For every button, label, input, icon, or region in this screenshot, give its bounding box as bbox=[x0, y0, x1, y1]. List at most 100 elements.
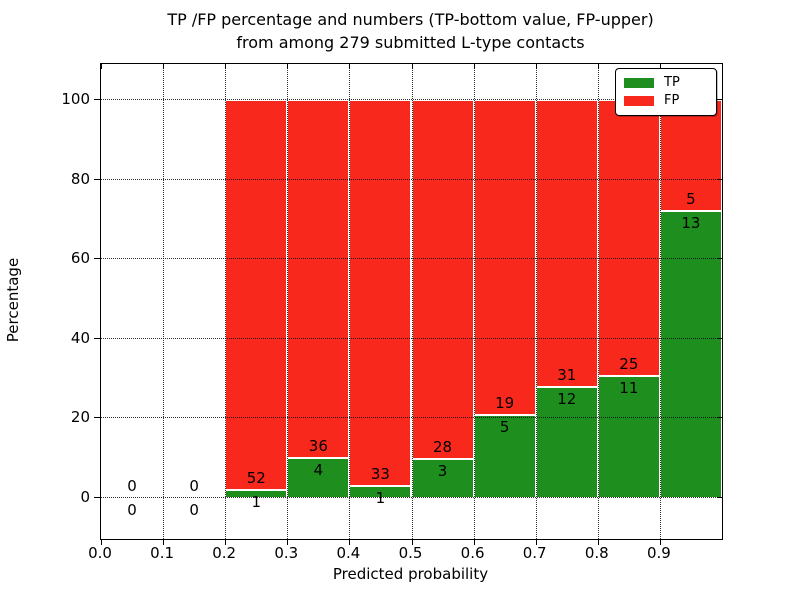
x-tick bbox=[287, 539, 289, 545]
x-gridline bbox=[411, 64, 413, 539]
x-tick-label: 0.6 bbox=[460, 544, 485, 562]
bar-count-fp: 33 bbox=[370, 465, 390, 484]
x-gridline bbox=[473, 64, 475, 539]
legend: TP FP bbox=[615, 68, 717, 116]
x-tick bbox=[411, 539, 413, 545]
legend-label-tp: TP bbox=[664, 75, 680, 90]
y-tick-label: 100 bbox=[61, 90, 90, 108]
legend-swatch-fp bbox=[624, 96, 654, 106]
x-tick-inner bbox=[473, 64, 475, 69]
x-gridline bbox=[225, 64, 227, 539]
y-tick-inner bbox=[717, 178, 722, 180]
bar-count-tp: 0 bbox=[189, 501, 199, 519]
y-tick-label: 40 bbox=[70, 328, 90, 347]
bar-count-fp: 28 bbox=[433, 438, 453, 457]
x-tick-label: 0.2 bbox=[212, 544, 237, 562]
bar-segment-fp bbox=[287, 100, 350, 459]
y-tick-inner bbox=[717, 417, 722, 419]
y-tick bbox=[94, 258, 100, 260]
x-tick-label: 0.9 bbox=[646, 544, 671, 562]
y-tick-inner bbox=[717, 99, 722, 100]
x-tick bbox=[101, 539, 102, 545]
x-axis-label: Predicted probability bbox=[332, 565, 489, 583]
bar-count-tp: 0 bbox=[127, 501, 137, 519]
y-tick-label: 0 bbox=[80, 488, 90, 506]
x-tick bbox=[473, 539, 475, 545]
x-tick bbox=[535, 539, 537, 545]
legend-label-fp: FP bbox=[664, 93, 680, 108]
bar-segment-tp bbox=[411, 459, 474, 498]
y-tick-inner bbox=[717, 337, 722, 339]
x-tick-label: 0.0 bbox=[88, 544, 112, 562]
bar-segment-tp bbox=[473, 415, 536, 498]
bar-count-fp: 19 bbox=[495, 394, 515, 413]
chart-title-line1: TP /FP percentage and numbers (TP-bottom… bbox=[167, 10, 654, 29]
x-gridline bbox=[163, 64, 165, 539]
bar-count-tp: 13 bbox=[681, 213, 701, 232]
x-tick-label: 0.8 bbox=[584, 544, 609, 562]
x-tick-label: 0.1 bbox=[150, 544, 175, 562]
x-tick bbox=[659, 539, 661, 545]
x-tick-inner bbox=[535, 64, 537, 69]
x-tick-inner bbox=[225, 64, 227, 69]
bar-count-fp: 25 bbox=[619, 355, 639, 374]
bar-count-tp: 3 bbox=[437, 462, 448, 481]
x-gridline bbox=[349, 64, 351, 539]
y-tick bbox=[94, 497, 100, 498]
bar-count-fp: 0 bbox=[127, 477, 137, 495]
x-gridline bbox=[659, 64, 661, 539]
y-tick bbox=[94, 417, 100, 419]
y-tick-inner bbox=[717, 258, 722, 260]
x-tick-label: 0.7 bbox=[522, 544, 547, 562]
y-tick bbox=[94, 99, 100, 100]
bar-count-fp: 0 bbox=[189, 477, 199, 495]
bar-count-tp: 11 bbox=[619, 379, 639, 398]
x-tick-inner bbox=[163, 64, 165, 69]
x-gridline bbox=[535, 64, 537, 539]
y-tick-label: 20 bbox=[70, 408, 90, 427]
bar-count-tp: 1 bbox=[375, 489, 386, 508]
x-tick-inner bbox=[287, 64, 289, 69]
bar-segment-fp bbox=[597, 100, 660, 377]
x-tick-inner bbox=[349, 64, 351, 69]
x-gridline bbox=[287, 64, 289, 539]
x-tick bbox=[349, 539, 351, 545]
bar-count-fp: 36 bbox=[308, 437, 328, 456]
bar-count-tp: 4 bbox=[313, 461, 324, 480]
y-tick-label: 80 bbox=[70, 169, 90, 188]
y-axis-label: Percentage bbox=[4, 257, 22, 343]
bar-segment-fp bbox=[473, 100, 536, 416]
bar-segment-fp bbox=[349, 100, 412, 487]
x-tick-inner bbox=[659, 64, 661, 69]
x-gridline bbox=[597, 64, 599, 539]
x-tick bbox=[225, 539, 227, 545]
bar-segment-fp bbox=[411, 100, 474, 460]
bar-segment-tp bbox=[659, 210, 722, 498]
x-tick-inner bbox=[101, 64, 102, 69]
y-tick-inner bbox=[717, 497, 722, 498]
bar-count-tp: 12 bbox=[557, 389, 577, 408]
y-tick bbox=[94, 337, 100, 339]
legend-item-tp: TP bbox=[624, 74, 708, 92]
legend-item-fp: FP bbox=[624, 92, 708, 110]
bar-count-tp: 1 bbox=[251, 493, 262, 512]
bar-segment-fp bbox=[535, 100, 598, 387]
bar-count-fp: 52 bbox=[246, 469, 266, 488]
bar-count-fp: 5 bbox=[686, 189, 696, 208]
bar-segment-fp bbox=[225, 100, 288, 491]
x-tick-label: 0.5 bbox=[398, 544, 423, 562]
legend-swatch-tp bbox=[624, 78, 654, 88]
y-tick bbox=[94, 178, 100, 180]
plot-area: TP FP 0 0 0 0 52 1 36 4 33 1 28 3 19 5 31 12 25 11 5 13 bbox=[94, 63, 723, 545]
x-tick bbox=[163, 539, 165, 545]
x-tick-inner bbox=[411, 64, 413, 69]
x-tick-inner bbox=[597, 64, 599, 69]
bar-count-fp: 31 bbox=[557, 365, 577, 384]
x-tick bbox=[597, 539, 599, 545]
x-tick-label: 0.4 bbox=[336, 544, 361, 562]
x-tick-label: 0.3 bbox=[274, 544, 299, 562]
chart-title-line2: from among 279 submitted L-type contacts bbox=[236, 33, 585, 52]
bar-count-tp: 5 bbox=[499, 418, 510, 437]
y-tick-label: 60 bbox=[70, 249, 90, 268]
